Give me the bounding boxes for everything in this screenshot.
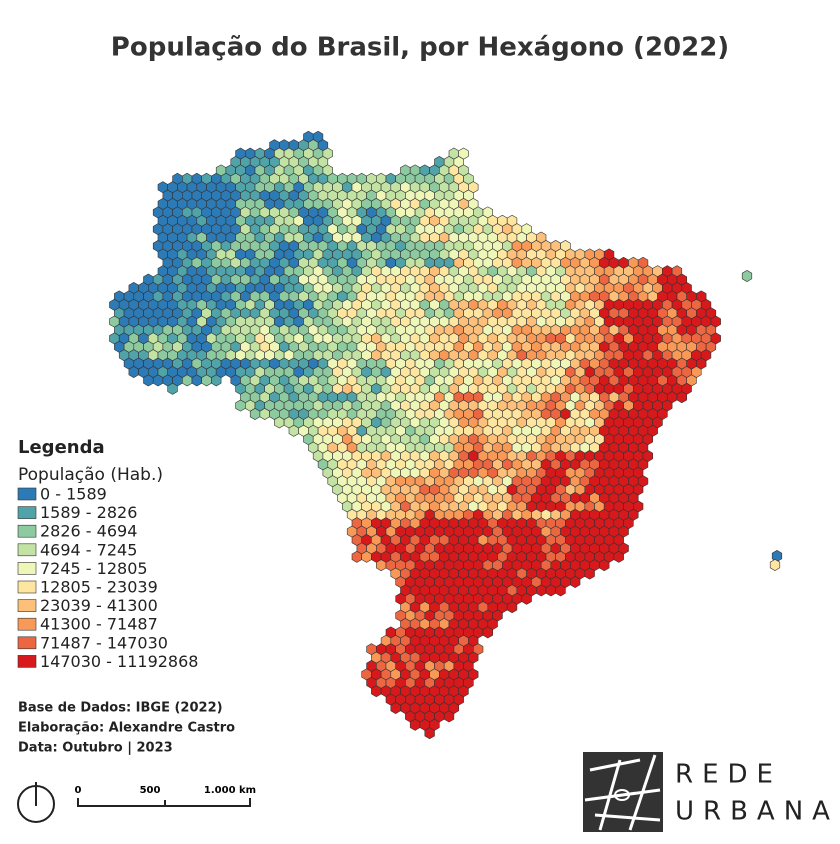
- hexagon: [409, 718, 421, 731]
- credit: Elaboração: Alexandre Castro: [18, 721, 235, 736]
- scale-label: 0: [75, 785, 82, 796]
- hexagon: [351, 550, 363, 563]
- legend-swatch: [17, 543, 37, 557]
- legend-title: Legenda: [18, 437, 105, 458]
- hexagon: [506, 601, 518, 614]
- legend-label: 12805 - 23039: [40, 578, 158, 597]
- hexagon: [259, 408, 270, 420]
- hexagon: [741, 270, 753, 282]
- logo: REDE URBANA: [583, 752, 839, 832]
- legend-label: 147030 - 11192868: [40, 652, 198, 671]
- legend-swatch: [17, 562, 37, 575]
- hexagon: [191, 374, 202, 387]
- hexagon: [569, 576, 581, 588]
- hexagon: [535, 584, 547, 597]
- legend-swatch: [17, 487, 37, 501]
- hexagon: [545, 584, 557, 597]
- hexagon: [274, 416, 285, 429]
- hexagon: [613, 550, 624, 563]
- hexagon: [361, 550, 372, 563]
- hexagon: [249, 408, 261, 420]
- hexagon: [288, 424, 300, 437]
- legend-label: 7245 - 12805: [40, 559, 148, 578]
- scale-label: 1.000 km: [204, 785, 256, 796]
- legend-label: 71487 - 147030: [40, 633, 168, 652]
- hexagon: [375, 559, 387, 572]
- hexagon: [201, 374, 212, 387]
- hexagon: [676, 391, 688, 404]
- hexagon: [584, 567, 595, 580]
- credit: Data: Outubro | 2023: [18, 741, 173, 756]
- hexagon: [521, 592, 532, 605]
- credit: Base de Dados: IBGE (2022): [18, 701, 223, 716]
- hexagon: [769, 559, 781, 571]
- legend-label: 0 - 1589: [40, 485, 107, 504]
- legend-swatch: [17, 655, 37, 668]
- hexagon: [152, 374, 164, 387]
- legend-swatch: [17, 617, 37, 631]
- hexagon: [443, 710, 455, 723]
- logo-text: REDE: [675, 760, 782, 790]
- legend-label: 23039 - 41300: [40, 596, 158, 615]
- legend-swatch: [17, 599, 37, 612]
- legend-swatch: [17, 524, 37, 538]
- hexagon: [128, 366, 139, 378]
- hexagon: [555, 584, 566, 597]
- north-arrow: [17, 782, 55, 823]
- hexagon: [167, 382, 178, 395]
- logo-text: URBANA: [675, 797, 839, 827]
- hexagon: [482, 626, 494, 639]
- legend-swatch: [17, 580, 37, 594]
- legend-label: 2826 - 4694: [40, 522, 137, 541]
- scale-bar: 0 500 1.000 km: [75, 785, 256, 807]
- hexagon: [143, 374, 154, 387]
- hexagon: [371, 685, 382, 698]
- legend-label: 41300 - 71487: [40, 615, 158, 634]
- legend-label: 4694 - 7245: [40, 540, 137, 559]
- hexagon: [424, 727, 435, 740]
- hexagon: [599, 559, 610, 572]
- hexagon: [235, 399, 246, 412]
- title: População do Brasil, por Hexágono (2022): [111, 33, 729, 63]
- hex-map: [109, 130, 783, 740]
- hexagon: [211, 374, 222, 387]
- hexagon: [390, 702, 401, 714]
- legend-subtitle: População (Hab.): [18, 465, 163, 485]
- scale-label: 500: [140, 785, 161, 796]
- legend-label: 1589 - 2826: [40, 503, 137, 522]
- legend-swatch: [17, 506, 37, 519]
- hexagon: [182, 374, 193, 387]
- legend-swatch: [17, 636, 37, 650]
